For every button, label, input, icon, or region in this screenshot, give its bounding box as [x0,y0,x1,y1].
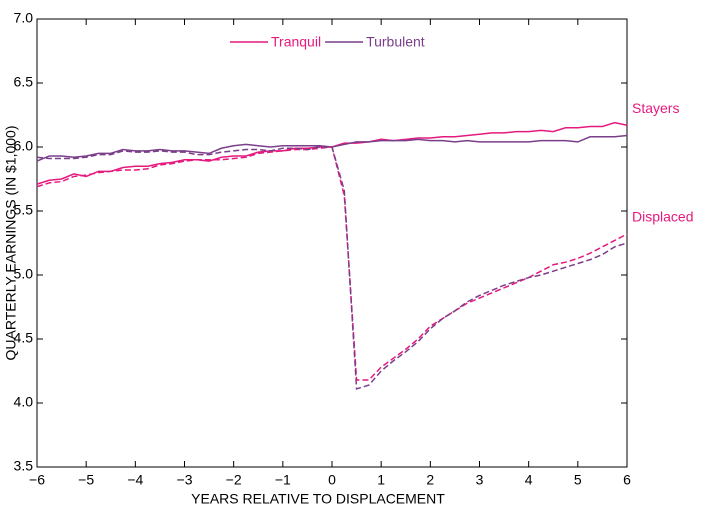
x-tick-label: 2 [426,472,434,488]
plot-frame [36,18,628,468]
y-tick-label: 6.5 [14,74,34,90]
x-tick-label: 1 [377,472,385,488]
x-tick-label: −2 [226,472,242,488]
x-tick-label: −5 [78,472,94,488]
x-tick-label: −1 [275,472,291,488]
legend-label: Turbulent [366,34,425,50]
x-tick-label: 5 [574,472,582,488]
x-tick-label: −3 [177,472,193,488]
y-tick-label: 4.5 [14,330,34,346]
y-tick-label: 3.5 [14,458,34,474]
x-tick-label: −6 [29,472,45,488]
y-tick-label: 5.5 [14,202,34,218]
x-axis-label: YEARS RELATIVE TO DISPLACEMENT [191,491,445,507]
y-axis-label: QUARTERLY EARNINGS (IN $1,000) [3,126,19,361]
x-tick-label: 0 [328,472,336,488]
x-tick-label: 6 [623,472,631,488]
legend-label: Tranquil [271,34,321,50]
y-tick-label: 6.0 [14,138,34,154]
x-tick-label: 4 [525,472,533,488]
y-tick-label: 5.0 [14,266,34,282]
y-tick-label: 7.0 [14,10,34,26]
annotation: Displaced [632,209,693,225]
x-tick-label: 3 [476,472,484,488]
series-line [36,146,628,390]
annotation: Stayers [632,100,679,116]
x-tick-label: −4 [127,472,143,488]
y-tick-label: 4.0 [14,394,34,410]
series-line [36,146,628,381]
series-line [36,121,628,185]
